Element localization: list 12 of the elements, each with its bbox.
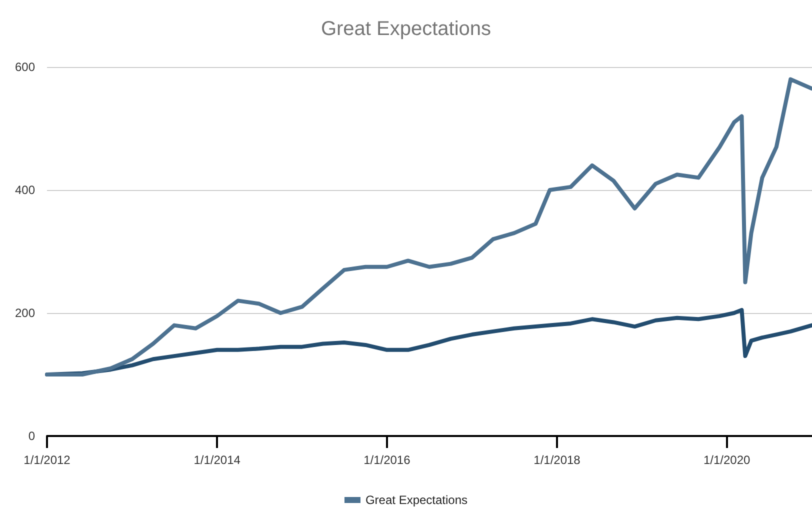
x-tick-label: 1/1/2012 — [24, 453, 71, 467]
y-tick-label: 400 — [14, 183, 36, 197]
chart-title: Great Expectations — [320, 18, 492, 40]
x-tick-label: 1/1/2020 — [703, 453, 751, 467]
x-tick-label: 1/1/2016 — [364, 453, 411, 467]
y-tick-label: 600 — [14, 60, 36, 74]
y-tick-label: 0 — [28, 429, 36, 443]
line-series — [45, 77, 812, 376]
legend-label: Great Expectations — [365, 493, 468, 507]
x-tick-label: 1/1/2014 — [194, 453, 241, 467]
y-tick-label: 200 — [14, 306, 36, 320]
x-tick-label: 1/1/2018 — [534, 453, 581, 467]
